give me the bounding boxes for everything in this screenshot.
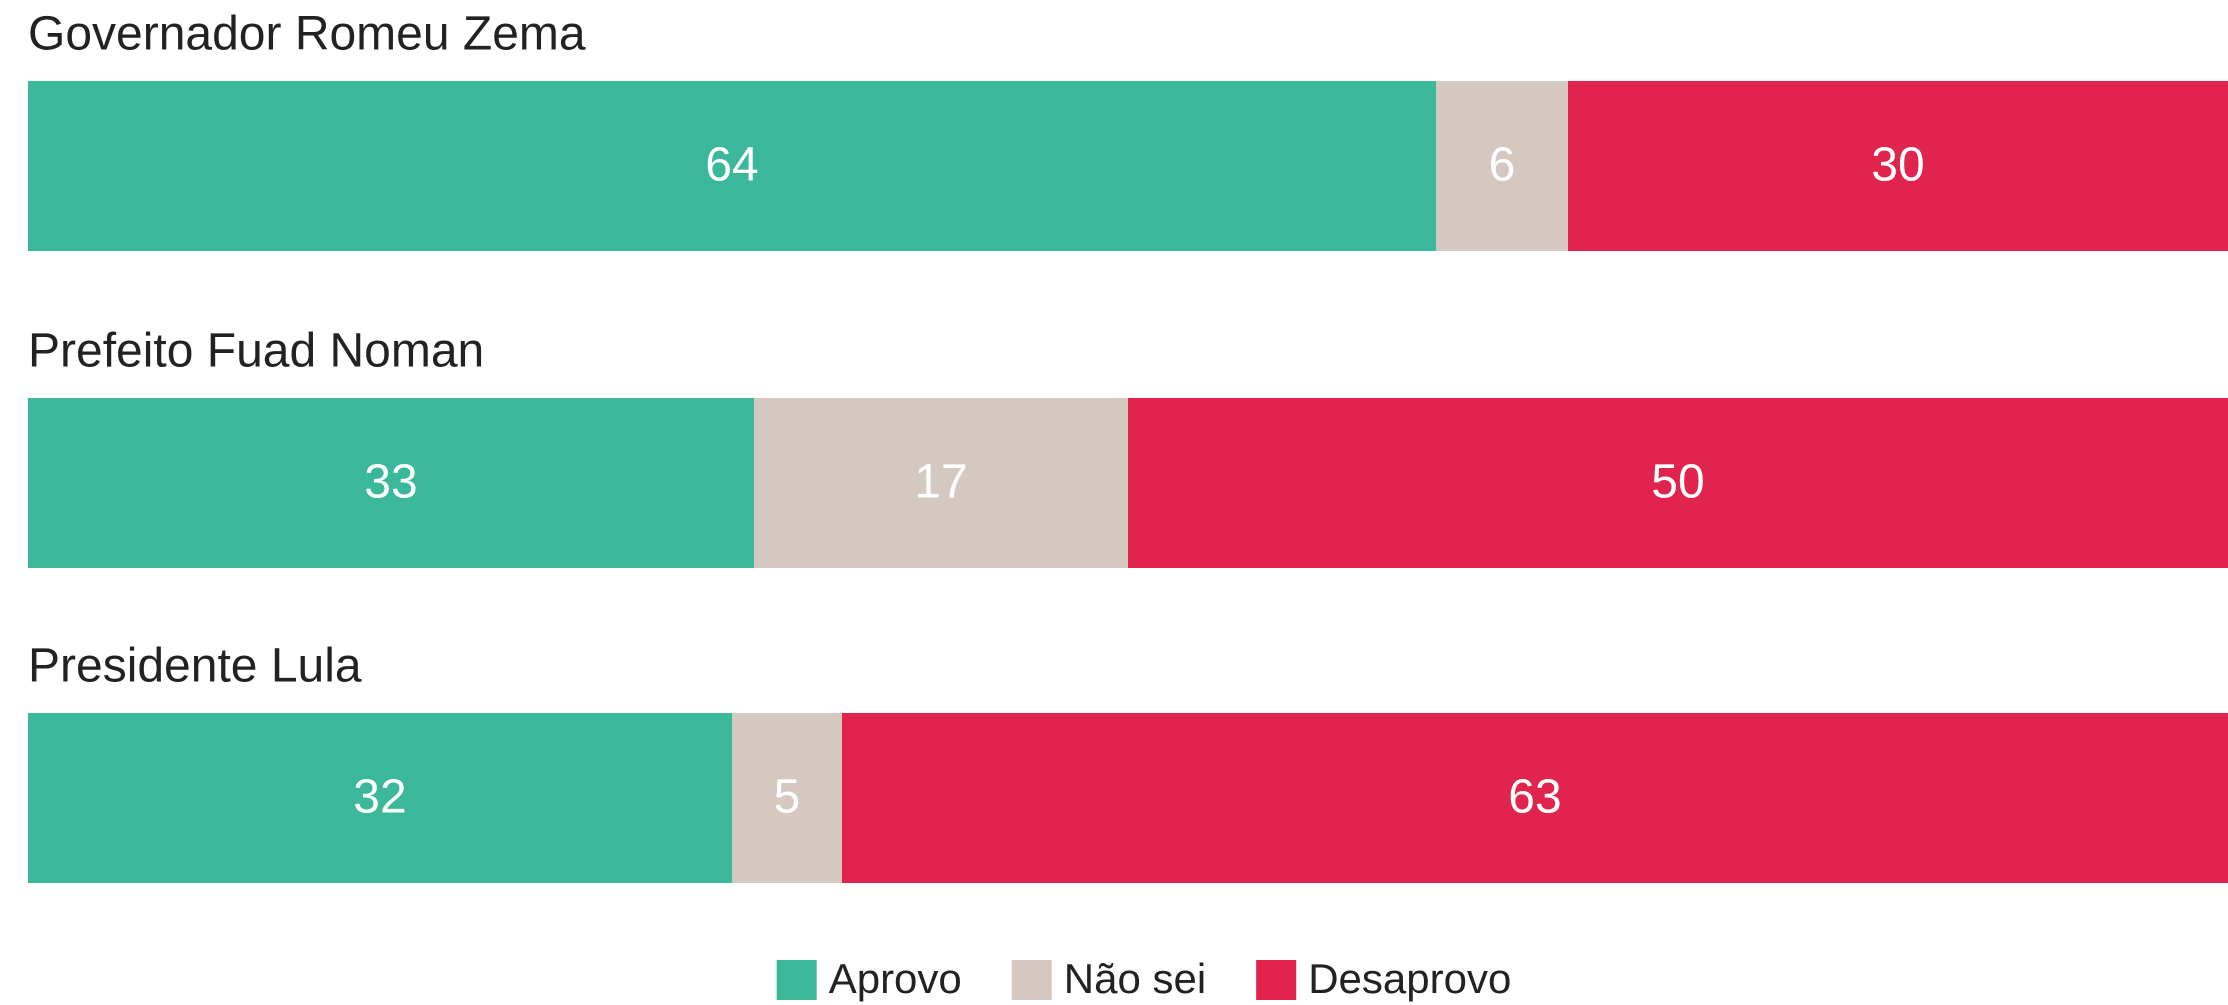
bar-segment (754, 398, 1128, 568)
data-label: 6 (1489, 139, 1516, 192)
legend-swatch (776, 960, 817, 1000)
bar-segment (842, 713, 2228, 883)
bar-segment (1568, 81, 2228, 251)
legend-swatch (1011, 960, 1052, 1000)
bar-segment (1436, 81, 1568, 251)
legend-swatch (1256, 960, 1297, 1000)
legend-label: Não sei (1064, 955, 1206, 1002)
data-label: 17 (914, 456, 967, 509)
category-label: Prefeito Fuad Noman (28, 325, 484, 378)
data-label: 30 (1871, 139, 1924, 192)
legend-label: Aprovo (829, 955, 962, 1002)
bar-segment (732, 713, 842, 883)
data-label: 63 (1508, 771, 1561, 824)
data-label: 32 (353, 771, 406, 824)
data-label: 64 (705, 139, 758, 192)
legend-label: Desaprovo (1308, 955, 1511, 1002)
bar-segment (1128, 398, 2228, 568)
category-label: Governador Romeu Zema (28, 8, 586, 61)
data-label: 33 (364, 456, 417, 509)
bar-segment (28, 81, 1436, 251)
bar-segment (28, 398, 754, 568)
category-label: Presidente Lula (28, 640, 362, 693)
data-label: 50 (1651, 456, 1704, 509)
data-label: 5 (774, 771, 801, 824)
bar-segment (28, 713, 732, 883)
